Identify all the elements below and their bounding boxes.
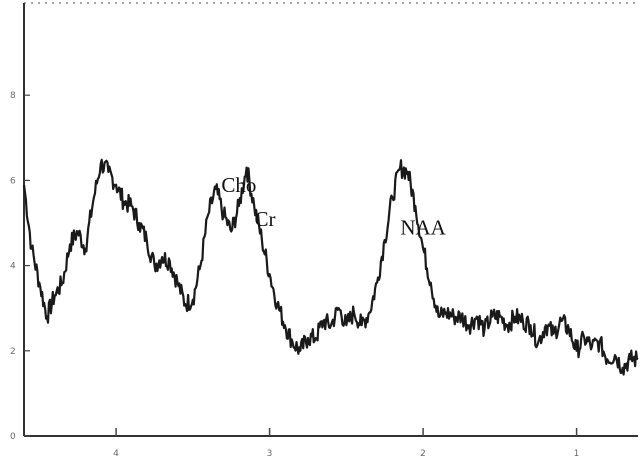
series-line [22, 158, 639, 376]
tick-group: 0 2 4 6 8 4 3 2 1 [10, 91, 579, 459]
plot-frame [23, 2, 638, 437]
peak-label-cr: Cr [254, 207, 275, 231]
x-tick-label: 1 [574, 449, 580, 459]
annotation-group: Cho Cr NAA [221, 173, 446, 240]
y-tick-label: 4 [10, 262, 16, 272]
y-tick-label: 8 [10, 91, 16, 101]
peak-label-cho: Cho [221, 173, 256, 197]
y-tick-label: 6 [10, 176, 16, 186]
x-tick-label: 3 [267, 449, 273, 459]
x-tick-label: 2 [420, 449, 426, 459]
x-tick-label: 4 [113, 449, 119, 459]
peak-label-naa: NAA [400, 216, 446, 240]
y-tick-label: 2 [10, 347, 16, 357]
y-tick-label: 0 [10, 432, 16, 442]
